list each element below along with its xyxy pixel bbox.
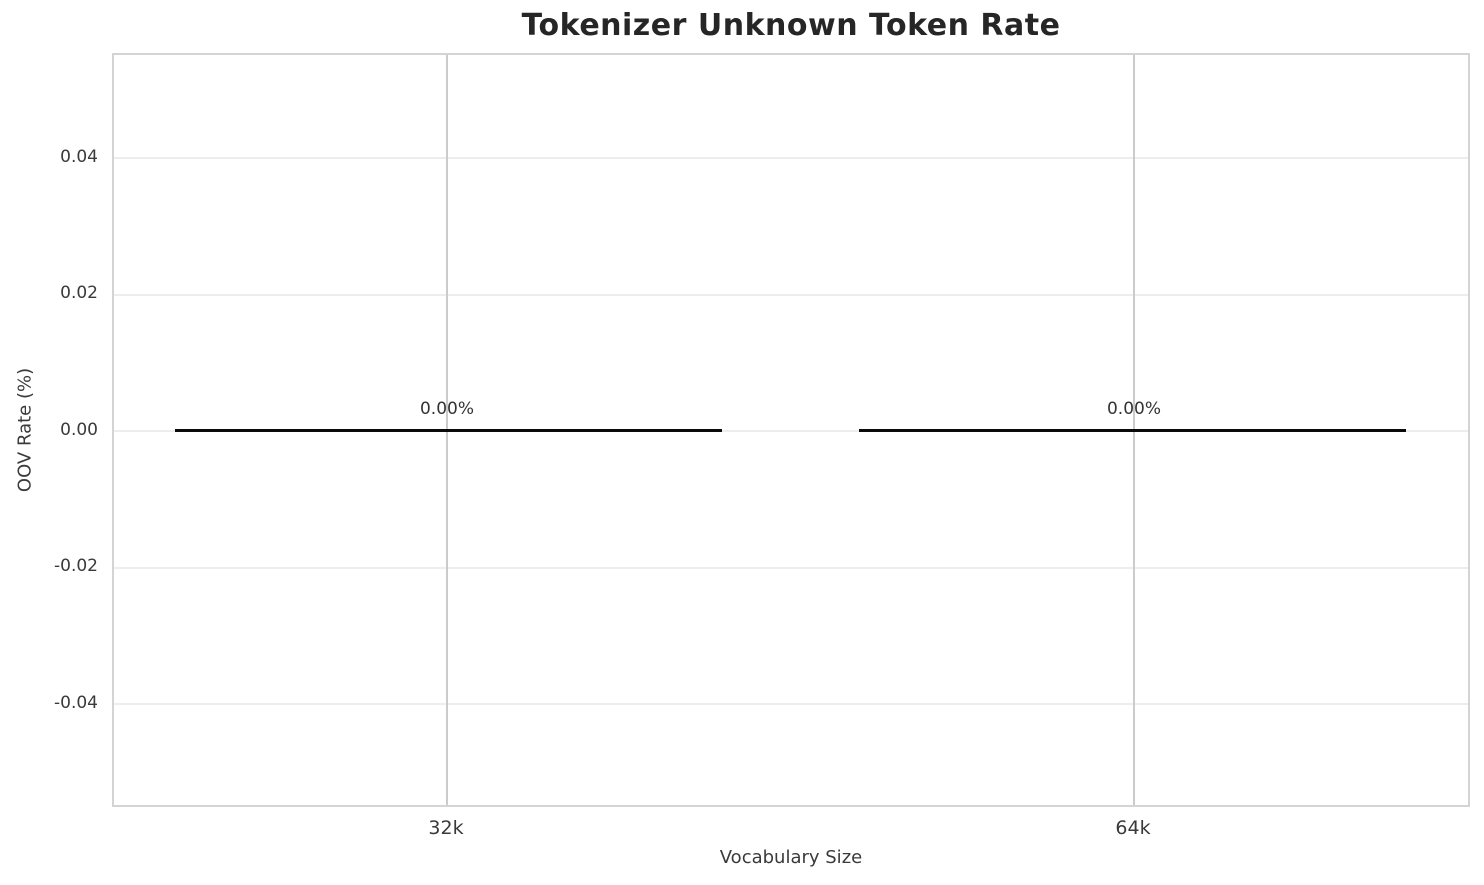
bar-value-label-32k: 0.00%	[419, 399, 474, 419]
bar-64k	[859, 429, 1406, 432]
y-axis-label: OOV Rate (%)	[14, 367, 36, 493]
gridline-y-0.00	[114, 430, 1468, 432]
plot-area: 0.00% 0.00%	[112, 53, 1470, 807]
gridline-y-0.02	[114, 294, 1468, 296]
ytick-label-0.00: 0.00	[60, 420, 98, 440]
gridline-y-0.04	[114, 157, 1468, 159]
x-axis-label: Vocabulary Size	[719, 847, 863, 868]
ytick-label--0.02: -0.02	[54, 556, 98, 576]
chart-title: Tokenizer Unknown Token Rate	[521, 8, 1061, 43]
gridline-y--0.02	[114, 567, 1468, 569]
ytick-label-0.02: 0.02	[60, 283, 98, 303]
bar-value-label-64k: 0.00%	[1106, 399, 1161, 419]
xtick-label-64k: 64k	[1115, 817, 1151, 839]
xtick-label-32k: 32k	[428, 817, 464, 839]
bar-32k	[175, 429, 722, 432]
ytick-label--0.04: -0.04	[54, 693, 98, 713]
gridline-y--0.04	[114, 703, 1468, 705]
ytick-label-0.04: 0.04	[60, 147, 98, 167]
